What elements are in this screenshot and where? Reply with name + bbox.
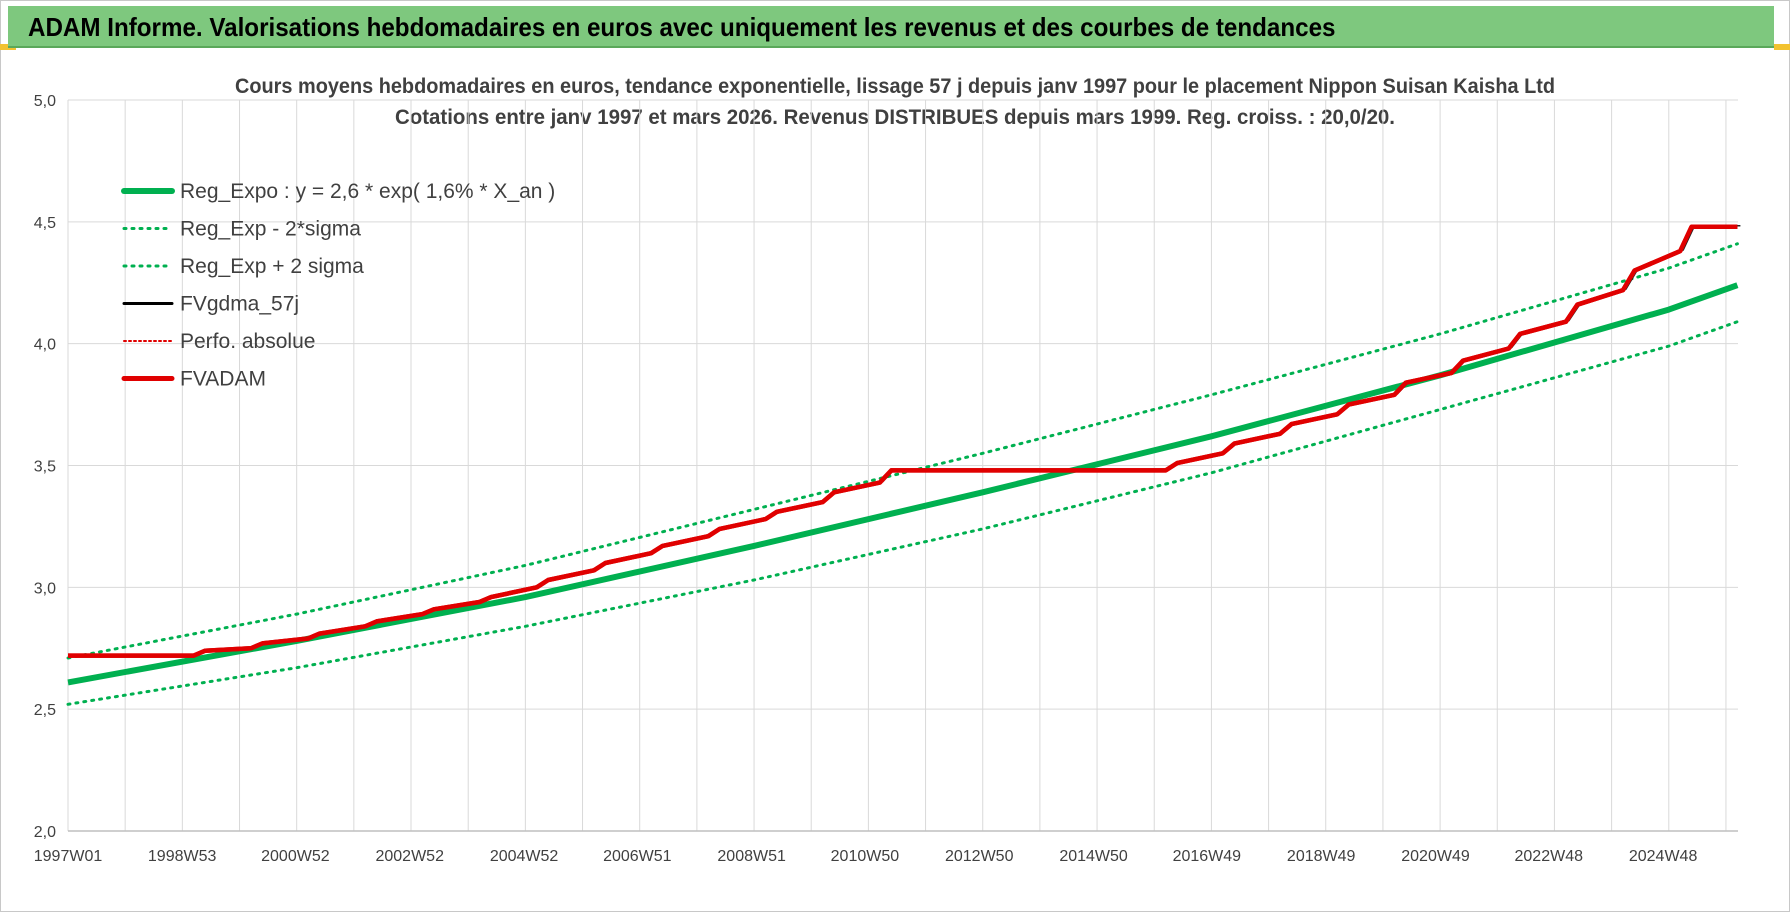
x-tick-label: 2000W52 [261, 848, 330, 865]
y-tick-label: 2,0 [34, 824, 56, 841]
y-tick-label: 4,0 [34, 337, 56, 354]
legend-label: FVADAM [180, 368, 266, 391]
y-tick-label: 3,5 [34, 459, 56, 476]
series-reg-expo [67, 282, 1739, 686]
x-tick-label: 1997W01 [34, 848, 103, 865]
x-tick-label: 2018W49 [1287, 848, 1356, 865]
x-tick-label: 2002W52 [375, 848, 444, 865]
x-tick-label: 2024W48 [1629, 848, 1698, 865]
y-tick-label: 3,0 [34, 580, 56, 597]
x-tick-label: 2020W49 [1401, 848, 1470, 865]
legend: Reg_Expo : y = 2,6 * exp( 1,6% * X_an ) R… [121, 180, 555, 391]
legend-label: Reg_Expo : y = 2,6 * exp( 1,6% * X_an ) [180, 180, 555, 203]
x-tick-label: 2010W50 [831, 848, 900, 865]
x-tick-label: 2014W50 [1059, 848, 1128, 865]
legend-label: FVgdma_57j [180, 293, 299, 316]
series-fvadam [68, 224, 1738, 658]
x-tick-label: 1998W53 [148, 848, 217, 865]
series-reg-exp-minus-2sigma [66, 320, 1739, 706]
series [66, 224, 1741, 706]
series-fvgdma-57j [71, 224, 1741, 656]
y-tick-label: 4,5 [34, 215, 56, 232]
x-tick-label: 2012W50 [945, 848, 1014, 865]
corner-mark-right [1774, 44, 1790, 50]
legend-label: Reg_Exp - 2*sigma [180, 218, 361, 241]
x-tick-label: 2022W48 [1515, 848, 1584, 865]
grid [67, 99, 1738, 832]
y-tick-label: 2,5 [34, 702, 56, 719]
x-tick-label: 2006W51 [603, 848, 672, 865]
legend-label: Reg_Exp + 2 sigma [180, 255, 364, 278]
x-tick-label: 2008W51 [717, 848, 786, 865]
legend-label: Perfo. absolue [180, 330, 315, 353]
report-title: ADAM Informe. Valorisations hebdomadaire… [28, 12, 1336, 42]
axes: 2,0 2,5 3,0 3,5 4,0 4,5 5,0 1997W01 1998W53 2000W… [34, 93, 1738, 865]
series-fvadam [68, 224, 1738, 658]
x-tick-label: 2016W49 [1173, 848, 1242, 865]
chart-subtitle: Cotations entre janv 1997 et mars 2026. … [395, 106, 1395, 129]
x-tick-label: 2004W52 [490, 848, 559, 865]
series-reg-exp-plus-2sigma [66, 242, 1739, 660]
y-tick-label: 5,0 [34, 93, 56, 110]
chart-title: Cours moyens hebdomadaires en euros, ten… [235, 75, 1555, 98]
header-bar: ADAM Informe. Valorisations hebdomadaire… [8, 6, 1774, 48]
